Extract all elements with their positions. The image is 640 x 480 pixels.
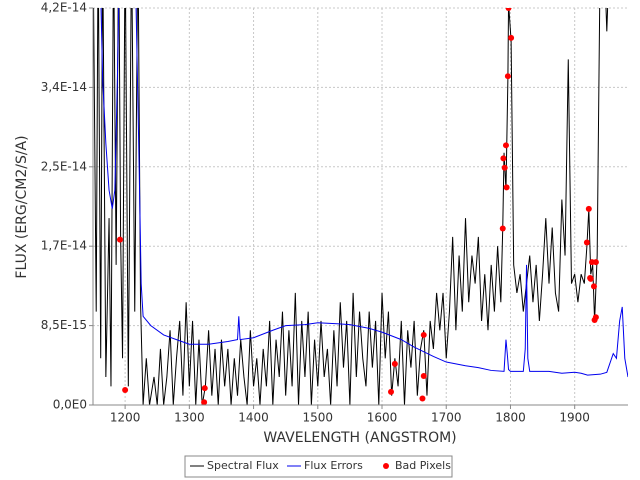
legend-entries: Spectral Flux Flux Errors Bad Pixels (190, 459, 451, 472)
y-tick-label: 4,2E-14 (41, 1, 87, 15)
bad-pixel-point (201, 385, 208, 392)
x-tick-label: 1200 (110, 411, 141, 425)
bad-pixel-point (420, 373, 427, 380)
legend-label: Spectral Flux (207, 459, 279, 472)
bad-pixel-point (391, 360, 398, 367)
y-tick-label: 0,0E0 (53, 398, 87, 412)
x-tick-label: 1500 (303, 411, 334, 425)
x-tick-label: 1400 (238, 411, 269, 425)
x-tick-label: 1300 (174, 411, 205, 425)
bad-pixel-point (504, 73, 511, 80)
legend (184, 455, 453, 478)
y-axis-title: FLUX (ERG/CM2/S/A) (14, 135, 30, 278)
ticks: 0,0E0 8,5E-15 1,7E-14 2,5E-14 3,4E-14 4,2E-14… (41, 1, 590, 425)
x-tick-label: 1600 (367, 411, 398, 425)
bad-pixel-point (420, 331, 427, 338)
bad-pixel-point (505, 8, 512, 11)
bad-pixel-point (585, 205, 592, 212)
bad-pixel-point (508, 34, 515, 41)
y-tick-label: 8,5E-15 (41, 318, 87, 332)
bad-pixel-point (388, 388, 395, 395)
bad-pixel-point (419, 395, 426, 402)
bad-pixel-point (503, 184, 510, 191)
bad-pixel-point (587, 275, 594, 282)
x-tick-label: 1700 (431, 411, 462, 425)
x-tick-label: 1800 (495, 411, 526, 425)
bad-pixel-point (499, 225, 506, 232)
x-tick-label: 1900 (559, 411, 590, 425)
x-axis-title: WAVELENGTH (ANGSTROM) (263, 430, 456, 446)
y-tick-label: 2,5E-14 (41, 159, 87, 173)
y-tick-label: 3,4E-14 (41, 80, 87, 94)
bad-pixel-point (590, 283, 597, 290)
bad-pixel-point (500, 155, 507, 162)
y-tick-label: 1,7E-14 (41, 239, 87, 253)
legend-symbol (383, 463, 389, 469)
series-line (93, 8, 609, 405)
bad-pixel-point (116, 236, 123, 243)
bad-pixel-point (592, 259, 599, 266)
bad-pixel-point (201, 399, 208, 405)
bad-pixel-point (122, 387, 129, 394)
legend-label: Flux Errors (304, 459, 363, 472)
bad-pixel-point (592, 314, 599, 321)
bad-pixel-point (501, 164, 508, 171)
legend-label: Bad Pixels (395, 459, 451, 472)
bad-pixel-point (502, 142, 509, 149)
bad-pixel-point (583, 239, 590, 246)
plot-area (93, 8, 628, 405)
series-line (100, 8, 628, 378)
marks (93, 8, 628, 405)
